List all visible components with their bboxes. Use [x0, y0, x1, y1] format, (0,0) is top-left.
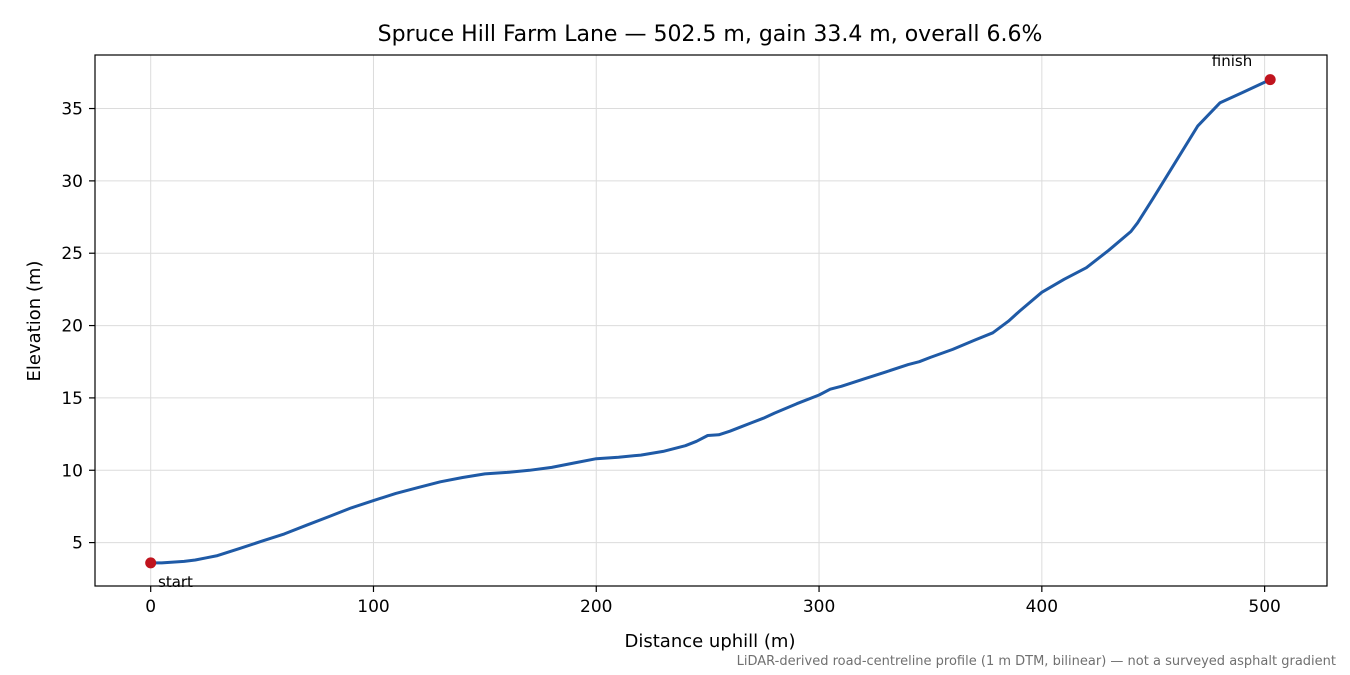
start-marker [145, 557, 157, 569]
y-tick-label: 35 [61, 100, 83, 120]
x-axis-label: Distance uphill (m) [625, 631, 796, 652]
source-footnote: LiDAR-derived road-centreline profile (1… [737, 654, 1336, 669]
elevation-line [149, 78, 1272, 565]
x-tick-label: 400 [1026, 597, 1058, 617]
finish-marker [1264, 74, 1276, 86]
grid [95, 55, 1327, 586]
y-tick-label: 20 [61, 317, 83, 337]
y-tick-label: 10 [61, 461, 83, 481]
y-tick-label: 5 [72, 534, 83, 554]
start-annotation: start [158, 573, 193, 591]
finish-annotation: finish [1212, 52, 1252, 70]
x-tick-label: 0 [145, 597, 156, 617]
y-tick-label: 25 [61, 244, 83, 264]
series-layer [149, 78, 1272, 565]
y-tick-label: 15 [61, 389, 83, 409]
chart-title: Spruce Hill Farm Lane — 502.5 m, gain 33… [378, 22, 1043, 47]
y-axis-label: Elevation (m) [24, 261, 45, 382]
ticks: 0 100 200 300 400 500 5 10 15 20 25 30 35 [61, 100, 1280, 617]
x-tick-label: 100 [357, 597, 389, 617]
markers [145, 74, 1276, 569]
x-tick-label: 200 [580, 597, 612, 617]
x-tick-label: 500 [1248, 597, 1280, 617]
x-tick-label: 300 [803, 597, 835, 617]
y-tick-label: 30 [61, 172, 83, 192]
plot-frame [94, 54, 1328, 587]
